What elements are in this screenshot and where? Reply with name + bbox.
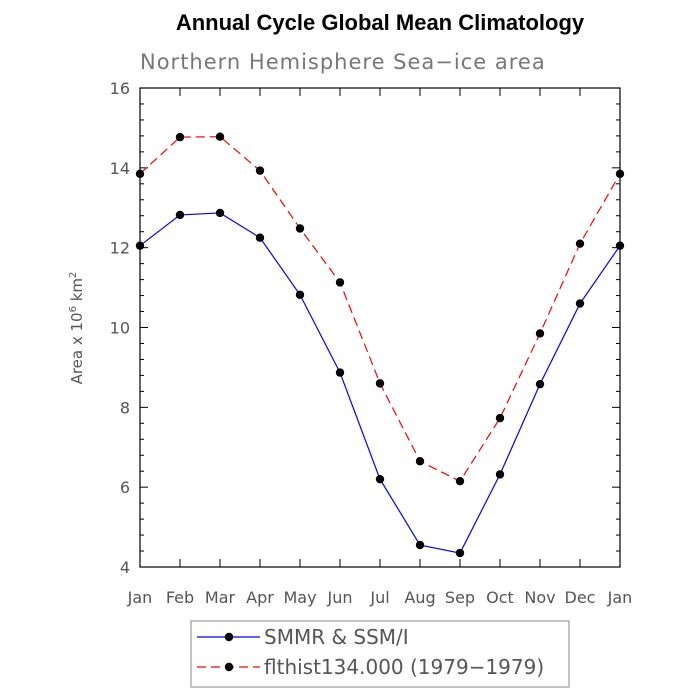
y-tick-label: 12	[110, 239, 130, 258]
y-tick-label: 14	[110, 159, 130, 178]
x-tick-label: Feb	[166, 588, 194, 607]
y-tick-label: 10	[110, 319, 130, 338]
x-axis: Jan Feb Mar Apr May Jun Jul Aug Sep Oct Nov Dec Jan	[127, 88, 633, 607]
series-2-point	[175, 132, 185, 142]
y-tick-label: 16	[110, 79, 130, 98]
series-2-point	[415, 457, 425, 466]
x-tick-label: Dec	[565, 588, 596, 607]
series-1-point	[175, 210, 185, 220]
x-tick-label: May	[283, 588, 316, 607]
x-tick-label: Apr	[246, 588, 274, 607]
series-2-point	[215, 132, 225, 141]
series-2-point	[455, 476, 465, 486]
x-tick-label: Oct	[486, 588, 514, 607]
y-axis-label: Area x 106 km2	[68, 272, 86, 385]
series-1-point	[495, 470, 505, 479]
series-2-point	[615, 169, 625, 179]
y-axis-label-unit: km	[68, 278, 86, 306]
x-tick-label: Jan	[127, 588, 153, 607]
y-tick-label: 6	[120, 478, 130, 497]
series-1-point	[215, 208, 225, 218]
x-tick-label: Jan	[607, 588, 633, 607]
series-2-point	[135, 169, 145, 179]
legend: SMMR & SSM/I flthist134.000 (1979−1979)	[190, 620, 570, 688]
series-1-point	[535, 379, 545, 389]
series-1-point	[255, 233, 265, 242]
series-1-point	[335, 368, 345, 377]
series-1-point	[375, 474, 385, 484]
series-2-point	[295, 224, 305, 233]
legend-box	[190, 620, 570, 688]
y-axis-label-prefix: Area x 10	[68, 312, 86, 384]
series-2-point	[255, 166, 265, 175]
x-tick-label: Aug	[404, 588, 435, 607]
series-1-point	[455, 548, 465, 558]
series-1-point	[135, 241, 145, 250]
plot-area-frame	[139, 87, 621, 568]
legend-marker-1	[224, 632, 234, 642]
y-axis-label-unit-exponent: 2	[68, 272, 79, 278]
series-2-point	[575, 239, 585, 248]
x-tick-label: Mar	[205, 588, 236, 607]
legend-marker-2	[224, 662, 234, 672]
x-tick-label: Nov	[524, 588, 555, 607]
x-tick-label: Sep	[445, 588, 475, 607]
series-layer	[135, 132, 625, 558]
series-1-point	[415, 540, 425, 550]
y-tick-label: 8	[120, 398, 130, 417]
series-2-point	[375, 379, 385, 388]
legend-label-2: flthist134.000 (1979−1979)	[264, 655, 544, 679]
x-tick-label: Jul	[369, 588, 389, 607]
series-2-point	[495, 413, 505, 423]
series-1-point	[295, 290, 305, 299]
chart-title: Annual Cycle Global Mean Climatology	[176, 10, 585, 35]
series-2-point	[535, 329, 545, 338]
y-tick-label: 4	[120, 558, 130, 577]
x-tick-label: Jun	[327, 588, 353, 607]
series-1-point	[575, 299, 585, 308]
y-axis-label-exponent: 6	[68, 306, 79, 312]
series-line-2	[139, 136, 621, 482]
legend-label-1: SMMR & SSM/I	[264, 625, 409, 649]
y-axis: 4 6 8 10 12 14 16	[110, 79, 620, 577]
chart-subtitle: Northern Hemisphere Sea−ice area	[140, 50, 546, 74]
series-1-point	[615, 241, 625, 250]
series-2-point	[335, 278, 345, 287]
